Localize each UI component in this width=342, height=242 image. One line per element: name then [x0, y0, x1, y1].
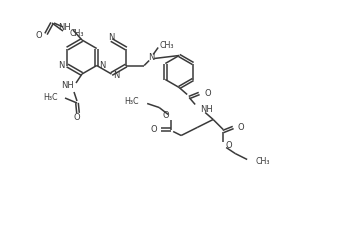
Text: O: O — [225, 141, 232, 150]
Text: O: O — [162, 111, 169, 120]
Text: CH₃: CH₃ — [70, 29, 84, 38]
Text: CH₃: CH₃ — [255, 157, 270, 166]
Text: N: N — [108, 32, 115, 41]
Text: O: O — [35, 30, 42, 39]
Text: NH: NH — [200, 105, 213, 114]
Text: O: O — [150, 125, 157, 134]
Text: CH₃: CH₃ — [159, 41, 174, 50]
Text: N: N — [99, 61, 105, 70]
Text: N: N — [58, 61, 64, 70]
Text: NH: NH — [58, 23, 71, 32]
Text: NH: NH — [61, 82, 74, 91]
Text: H₃C: H₃C — [43, 93, 58, 103]
Text: O: O — [74, 113, 80, 122]
Text: N: N — [114, 71, 120, 81]
Text: O: O — [204, 89, 211, 98]
Text: H₃C: H₃C — [125, 97, 139, 106]
Text: O: O — [237, 123, 244, 132]
Text: N: N — [148, 53, 154, 62]
